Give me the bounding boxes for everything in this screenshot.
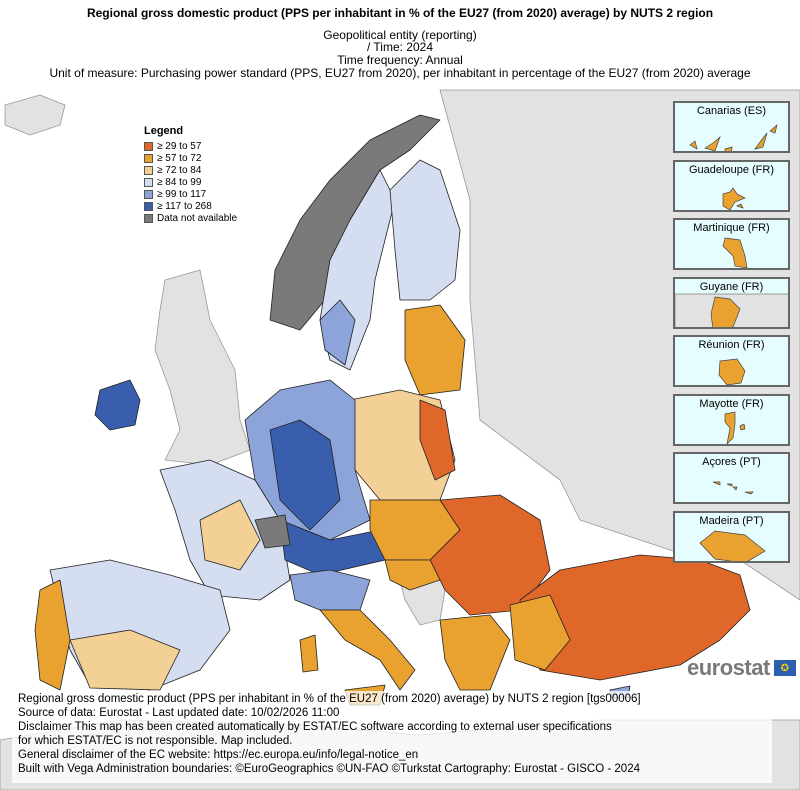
ireland-regions <box>94 379 141 431</box>
germany-high-regions <box>269 419 341 531</box>
inset-map: Guadeloupe (FR) <box>673 159 790 212</box>
inset-label: Mayotte (FR) <box>699 397 764 410</box>
eu-flag-icon: ✪ <box>772 659 797 677</box>
inset-label: Guyane (FR) <box>699 280 764 293</box>
legend-item: Data not available <box>144 212 237 224</box>
legend-swatch <box>144 153 153 163</box>
subtitle-geo: Geopolitical entity (reporting) <box>323 28 477 42</box>
inset-region-shape <box>722 186 746 210</box>
legend-label: ≥ 72 to 84 <box>157 164 202 176</box>
legend-label: Data not available <box>157 212 238 224</box>
spain-south-regions <box>69 629 181 691</box>
switzerland-na <box>254 514 291 549</box>
inset-map: Canarias (ES) <box>673 101 790 153</box>
inset-region-shape <box>675 293 788 327</box>
legend-swatch <box>144 201 153 211</box>
inset-map: Réunion (FR) <box>673 335 790 387</box>
poland-east-regions <box>419 399 456 481</box>
legend-item: ≥ 99 to 117 <box>144 188 237 200</box>
inset-label: Madeira (PT) <box>699 514 764 527</box>
sardinia <box>299 634 319 673</box>
inset-region-shape <box>689 124 778 151</box>
map-title: Regional gross domestic product (PPS per… <box>86 6 714 20</box>
inset-label: Réunion (FR) <box>698 339 765 351</box>
croatia-slovenia <box>384 559 441 591</box>
inset-map: Guyane (FR) <box>673 276 790 329</box>
inset-label: Açores (PT) <box>702 456 761 468</box>
legend-item: ≥ 117 to 268 <box>144 200 237 212</box>
eurostat-logo-text: eurostat <box>687 655 770 680</box>
inset-region-shape <box>722 237 748 268</box>
inset-region-shape <box>712 481 754 495</box>
italy-south-regions <box>319 609 416 691</box>
inset-map: Mayotte (FR) <box>673 393 790 446</box>
subtitle-unit: Unit of measure: Purchasing power standa… <box>49 66 751 80</box>
inset-region-shape <box>724 411 746 444</box>
greece-regions <box>439 614 511 691</box>
legend-item: ≥ 57 to 72 <box>144 152 237 164</box>
legend-swatch <box>144 213 153 223</box>
inset-label: Martinique (FR) <box>693 222 770 234</box>
footer-dataset: Regional gross domestic product (PPS per… <box>18 693 641 705</box>
inset-region-shape <box>699 530 766 561</box>
inset-map: Martinique (FR) <box>673 218 790 270</box>
iceland <box>4 94 66 136</box>
inset-map: Madeira (PT) <box>673 510 790 563</box>
baltic-regions <box>404 304 466 396</box>
inset-map: Açores (PT) <box>673 452 790 504</box>
inset-label: Guadeloupe (FR) <box>689 163 774 176</box>
footer-credits: Built with Vega Administration boundarie… <box>18 763 640 775</box>
legend-label: ≥ 99 to 117 <box>157 188 207 200</box>
subtitle-time: / Time: 2024 <box>366 40 434 54</box>
portugal-regions <box>34 579 71 691</box>
legend-item: ≥ 72 to 84 <box>144 164 237 176</box>
legend-swatch <box>144 141 153 151</box>
france-peach-regions <box>199 499 261 571</box>
footer-ec-disclaimer: General disclaimer of the EC website: ht… <box>18 749 419 761</box>
legend-item: ≥ 84 to 99 <box>144 176 237 188</box>
footer-source: Source of data: Eurostat - Last updated … <box>18 707 340 719</box>
legend: Legend ≥ 29 to 57 ≥ 57 to 72 ≥ 72 to 84 ≥ 8… <box>144 125 237 224</box>
subtitle-frequency: Time frequency: Annual <box>337 53 463 67</box>
legend-swatch <box>144 177 153 187</box>
turkey-west-regions <box>509 594 571 671</box>
legend-label: ≥ 29 to 57 <box>157 140 202 152</box>
legend-label: ≥ 84 to 99 <box>157 176 202 188</box>
footer-disclaimer-cont: for which ESTAT/EC is not responsible. M… <box>18 735 293 747</box>
legend-label: ≥ 57 to 72 <box>157 152 202 164</box>
legend-title: Legend <box>144 125 184 137</box>
inset-label: Canarias (ES) <box>696 105 767 117</box>
finland-regions <box>389 159 461 301</box>
sweden-stockholm <box>319 299 356 366</box>
romania-bulgaria-regions <box>429 494 551 616</box>
footer-notes: Regional gross domestic product (PPS per… <box>12 691 772 783</box>
inset-region-shape <box>718 358 746 385</box>
legend-swatch <box>144 165 153 175</box>
legend-label: ≥ 117 to 268 <box>157 200 212 212</box>
legend-item: ≥ 29 to 57 <box>144 140 237 152</box>
eurostat-logo: eurostat ✪ <box>687 655 797 681</box>
footer-disclaimer: Disclaimer This map has been created aut… <box>18 721 612 733</box>
legend-swatch <box>144 189 153 199</box>
